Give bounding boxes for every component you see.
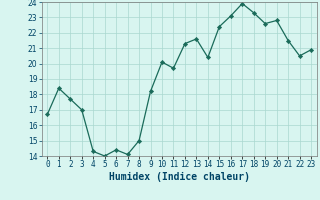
X-axis label: Humidex (Indice chaleur): Humidex (Indice chaleur) xyxy=(109,172,250,182)
